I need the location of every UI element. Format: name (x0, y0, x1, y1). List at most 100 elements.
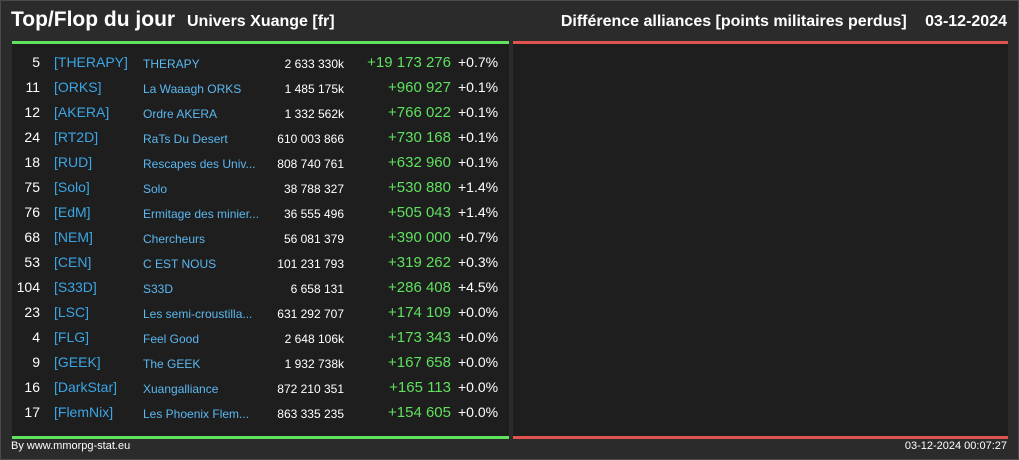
percent-cell: +0.1% (458, 104, 499, 120)
header-date: 03-12-2024 (925, 13, 1007, 30)
points-cell: 1 932 738k (284, 357, 344, 371)
points-cell: 1 485 175k (284, 82, 344, 96)
alliance-tag-link[interactable]: [LSC] (54, 304, 90, 320)
alliance-tag-link[interactable]: [Solo] (54, 179, 90, 195)
alliance-name-link[interactable]: Les semi-croustilla... (143, 307, 253, 321)
rank-cell: 53 (24, 254, 40, 270)
rank-cell: 23 (24, 304, 40, 320)
table-row: 68 [NEM] Chercheurs 56 081 379 +390 000 +0.7% (12, 227, 509, 252)
points-cell: 610 003 866 (277, 132, 344, 146)
universe-subtitle: Univers Xuange [fr] (187, 13, 335, 30)
table-row: 53 [CEN] C EST NOUS 101 231 793 +319 262 +0.3… (12, 252, 509, 277)
alliance-name-link[interactable]: Solo (143, 182, 168, 196)
alliance-name-link[interactable]: C EST NOUS (143, 257, 217, 271)
rank-cell: 9 (32, 354, 40, 370)
alliance-name-link[interactable]: Les Phoenix Flem... (143, 407, 250, 421)
alliance-name-link[interactable]: The GEEK (143, 357, 201, 371)
alliance-tag-link[interactable]: [CEN] (54, 254, 92, 270)
points-cell: 863 335 235 (277, 407, 344, 421)
points-cell: 2 648 106k (284, 332, 344, 346)
difference-cell: +173 343 (388, 329, 451, 346)
table-row: 9 [GEEK] The GEEK 1 932 738k +167 658 +0.0% (12, 352, 509, 377)
table-row: 11 [ORKS] La Waaagh ORKS 1 485 175k +960 927… (12, 77, 509, 102)
header-right: Différence alliances [points militaires … (561, 13, 1007, 31)
footer-credit: By www.mmorpg-stat.eu (11, 440, 131, 452)
alliance-tag-link[interactable]: [ORKS] (54, 79, 102, 95)
difference-cell: +505 043 (388, 204, 451, 221)
alliance-tag-link[interactable]: [NEM] (54, 229, 93, 245)
alliance-tag-link[interactable]: [S33D] (54, 279, 97, 295)
difference-cell: +319 262 (388, 254, 451, 271)
percent-cell: +1.4% (458, 204, 499, 220)
alliance-name-link[interactable]: RaTs Du Desert (143, 132, 228, 146)
alliance-tag-link[interactable]: [FlemNix] (54, 404, 114, 420)
table-row: 18 [RUD] Rescapes des Univ... 808 740 761 +6… (12, 152, 509, 177)
difference-cell: +167 658 (388, 354, 451, 371)
flop-panel (513, 41, 1008, 439)
difference-cell: +174 109 (388, 304, 451, 321)
alliance-tag-link[interactable]: [THERAPY] (54, 54, 128, 70)
alliance-tag-link[interactable]: [GEEK] (54, 354, 101, 370)
percent-cell: +0.0% (458, 354, 499, 370)
rank-cell: 75 (24, 179, 40, 195)
points-cell: 36 555 496 (283, 207, 344, 221)
rank-cell: 11 (25, 79, 40, 95)
difference-cell: +154 605 (388, 404, 451, 421)
points-cell: 2 633 330k (284, 57, 344, 71)
difference-cell: +960 927 (388, 79, 451, 96)
points-cell: 1 332 562k (284, 107, 344, 121)
alliance-name-link[interactable]: Rescapes des Univ... (143, 157, 256, 171)
alliance-tag-link[interactable]: [RT2D] (54, 129, 99, 145)
difference-cell: +632 960 (388, 154, 451, 171)
points-cell: 631 292 707 (277, 307, 344, 321)
top-list: 5 [THERAPY] THERAPY 2 633 330k +19 173 276 +0… (12, 52, 509, 427)
table-row: 104 [S33D] S33D 6 658 131 +286 408 +4.5% (12, 277, 509, 302)
points-cell: 808 740 761 (277, 157, 344, 171)
rank-cell: 68 (24, 229, 40, 245)
table-row: 4 [FLG] Feel Good 2 648 106k +173 343 +0.0% (12, 327, 509, 352)
percent-cell: +0.0% (458, 379, 499, 395)
rank-cell: 104 (16, 279, 40, 295)
rank-cell: 5 (32, 54, 40, 70)
points-cell: 872 210 351 (277, 382, 344, 396)
points-cell: 38 788 327 (283, 182, 344, 196)
percent-cell: +0.1% (458, 79, 499, 95)
alliance-name-link[interactable]: Ermitage des minier... (143, 207, 260, 221)
points-cell: 56 081 379 (283, 232, 344, 246)
difference-cell: +730 168 (388, 129, 451, 146)
alliance-tag-link[interactable]: [FLG] (54, 329, 90, 345)
alliance-name-link[interactable]: THERAPY (143, 57, 200, 71)
difference-cell: +165 113 (389, 379, 451, 396)
alliance-tag-link[interactable]: [DarkStar] (54, 379, 118, 395)
difference-cell: +286 408 (388, 279, 451, 296)
rank-cell: 12 (24, 104, 40, 120)
table-row: 5 [THERAPY] THERAPY 2 633 330k +19 173 276 +0… (12, 52, 509, 77)
table-row: 24 [RT2D] RaTs Du Desert 610 003 866 +730 16… (12, 127, 509, 152)
rank-cell: 4 (32, 329, 40, 345)
percent-cell: +0.7% (458, 54, 499, 70)
percent-cell: +4.5% (458, 279, 499, 295)
points-cell: 101 231 793 (277, 257, 344, 271)
difference-cell: +766 022 (388, 104, 451, 121)
alliance-name-link[interactable]: S33D (143, 282, 174, 296)
alliance-name-link[interactable]: Ordre AKERA (143, 107, 218, 121)
alliance-tag-link[interactable]: [RUD] (54, 154, 93, 170)
rank-cell: 24 (24, 129, 40, 145)
percent-cell: +0.0% (458, 404, 499, 420)
alliance-name-link[interactable]: La Waaagh ORKS (143, 82, 242, 96)
alliance-tag-link[interactable]: [AKERA] (54, 104, 110, 120)
points-cell: 6 658 131 (290, 282, 344, 296)
difference-cell: +390 000 (388, 229, 451, 246)
percent-cell: +1.4% (458, 179, 499, 195)
difference-cell: +530 880 (388, 179, 451, 196)
alliance-tag-link[interactable]: [EdM] (54, 204, 91, 220)
percent-cell: +0.7% (458, 229, 499, 245)
alliance-name-link[interactable]: Chercheurs (143, 232, 206, 246)
rank-cell: 18 (24, 154, 40, 170)
alliance-name-link[interactable]: Feel Good (143, 332, 200, 346)
alliance-name-link[interactable]: Xuangalliance (143, 382, 219, 396)
page-title: Top/Flop du jour (11, 8, 176, 31)
metric-label: Différence alliances [points militaires … (560, 13, 907, 30)
table-row: 23 [LSC] Les semi-croustilla... 631 292 707… (12, 302, 509, 327)
